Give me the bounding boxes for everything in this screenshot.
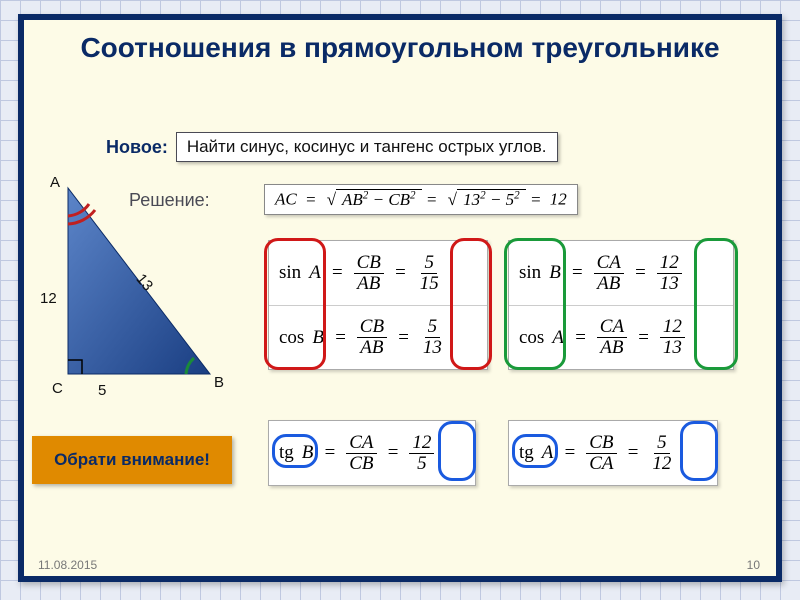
label-new: Новое: bbox=[106, 137, 168, 158]
slide-frame: Соотношения в прямоугольном треугольнике… bbox=[18, 14, 782, 582]
vertex-a: A bbox=[50, 174, 60, 191]
footer-page: 10 bbox=[747, 558, 760, 572]
row-cosA: cos A= CAAB = 1213 bbox=[509, 305, 733, 369]
row-cosB: cos B= CBAB = 513 bbox=[269, 305, 487, 369]
attention-box: Обрати внимание! bbox=[32, 436, 232, 484]
ratio-block-left: sin A= CBAB = 515 cos B= CBAB = 513 bbox=[268, 240, 488, 370]
ratio-block-right: sin B= CAAB = 1213 cos A= CAAB = 1213 bbox=[508, 240, 734, 370]
calc-result: 12 bbox=[550, 190, 567, 209]
triangle: A C B 12 5 13 bbox=[36, 170, 236, 410]
task-box: Найти синус, косинус и тангенс острых уг… bbox=[176, 132, 558, 162]
ratio-block-tgb: tg B= CACB = 125 bbox=[268, 420, 476, 486]
side-cb: 5 bbox=[98, 382, 106, 399]
footer-date: 11.08.2015 bbox=[38, 558, 97, 572]
row-sinA: sin A= CBAB = 515 bbox=[269, 241, 487, 305]
triangle-svg bbox=[36, 170, 236, 410]
row-tgB: tg B= CACB = 125 bbox=[269, 421, 475, 485]
ratio-block-tga: tg A= CBCA = 512 bbox=[508, 420, 718, 486]
vertex-b: B bbox=[214, 374, 224, 391]
slide-title: Соотношения в прямоугольном треугольнике bbox=[24, 20, 776, 69]
row-tgA: tg A= CBCA = 512 bbox=[509, 421, 717, 485]
new-row: Новое: Найти синус, косинус и тангенс ос… bbox=[106, 132, 558, 162]
row-sinB: sin B= CAAB = 1213 bbox=[509, 241, 733, 305]
vertex-c: C bbox=[52, 380, 63, 397]
calc-lhs: AC bbox=[275, 190, 297, 209]
calc-box: AC = AB2 − CB2 = 132 − 52 = 12 bbox=[264, 184, 578, 215]
side-ac: 12 bbox=[40, 290, 57, 307]
